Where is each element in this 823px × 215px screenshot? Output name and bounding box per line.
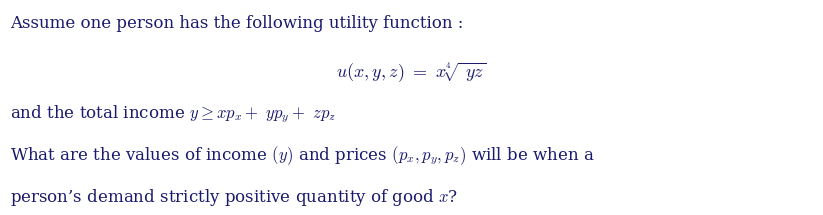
Text: $u(x,y,z)\ =\ x\sqrt[4]{\ yz}$: $u(x,y,z)\ =\ x\sqrt[4]{\ yz}$ [337, 60, 486, 84]
Text: and the total income $y \geq xp_x +\ yp_y +\ zp_z$: and the total income $y \geq xp_x +\ yp_… [10, 103, 336, 125]
Text: What are the values of income $(y)$ and prices $(p_x,p_y,p_z)$ will be when a: What are the values of income $(y)$ and … [10, 144, 594, 167]
Text: person’s demand strictly positive quantity of good $x$?: person’s demand strictly positive quanti… [10, 187, 458, 208]
Text: Assume one person has the following utility function :: Assume one person has the following util… [10, 15, 463, 32]
